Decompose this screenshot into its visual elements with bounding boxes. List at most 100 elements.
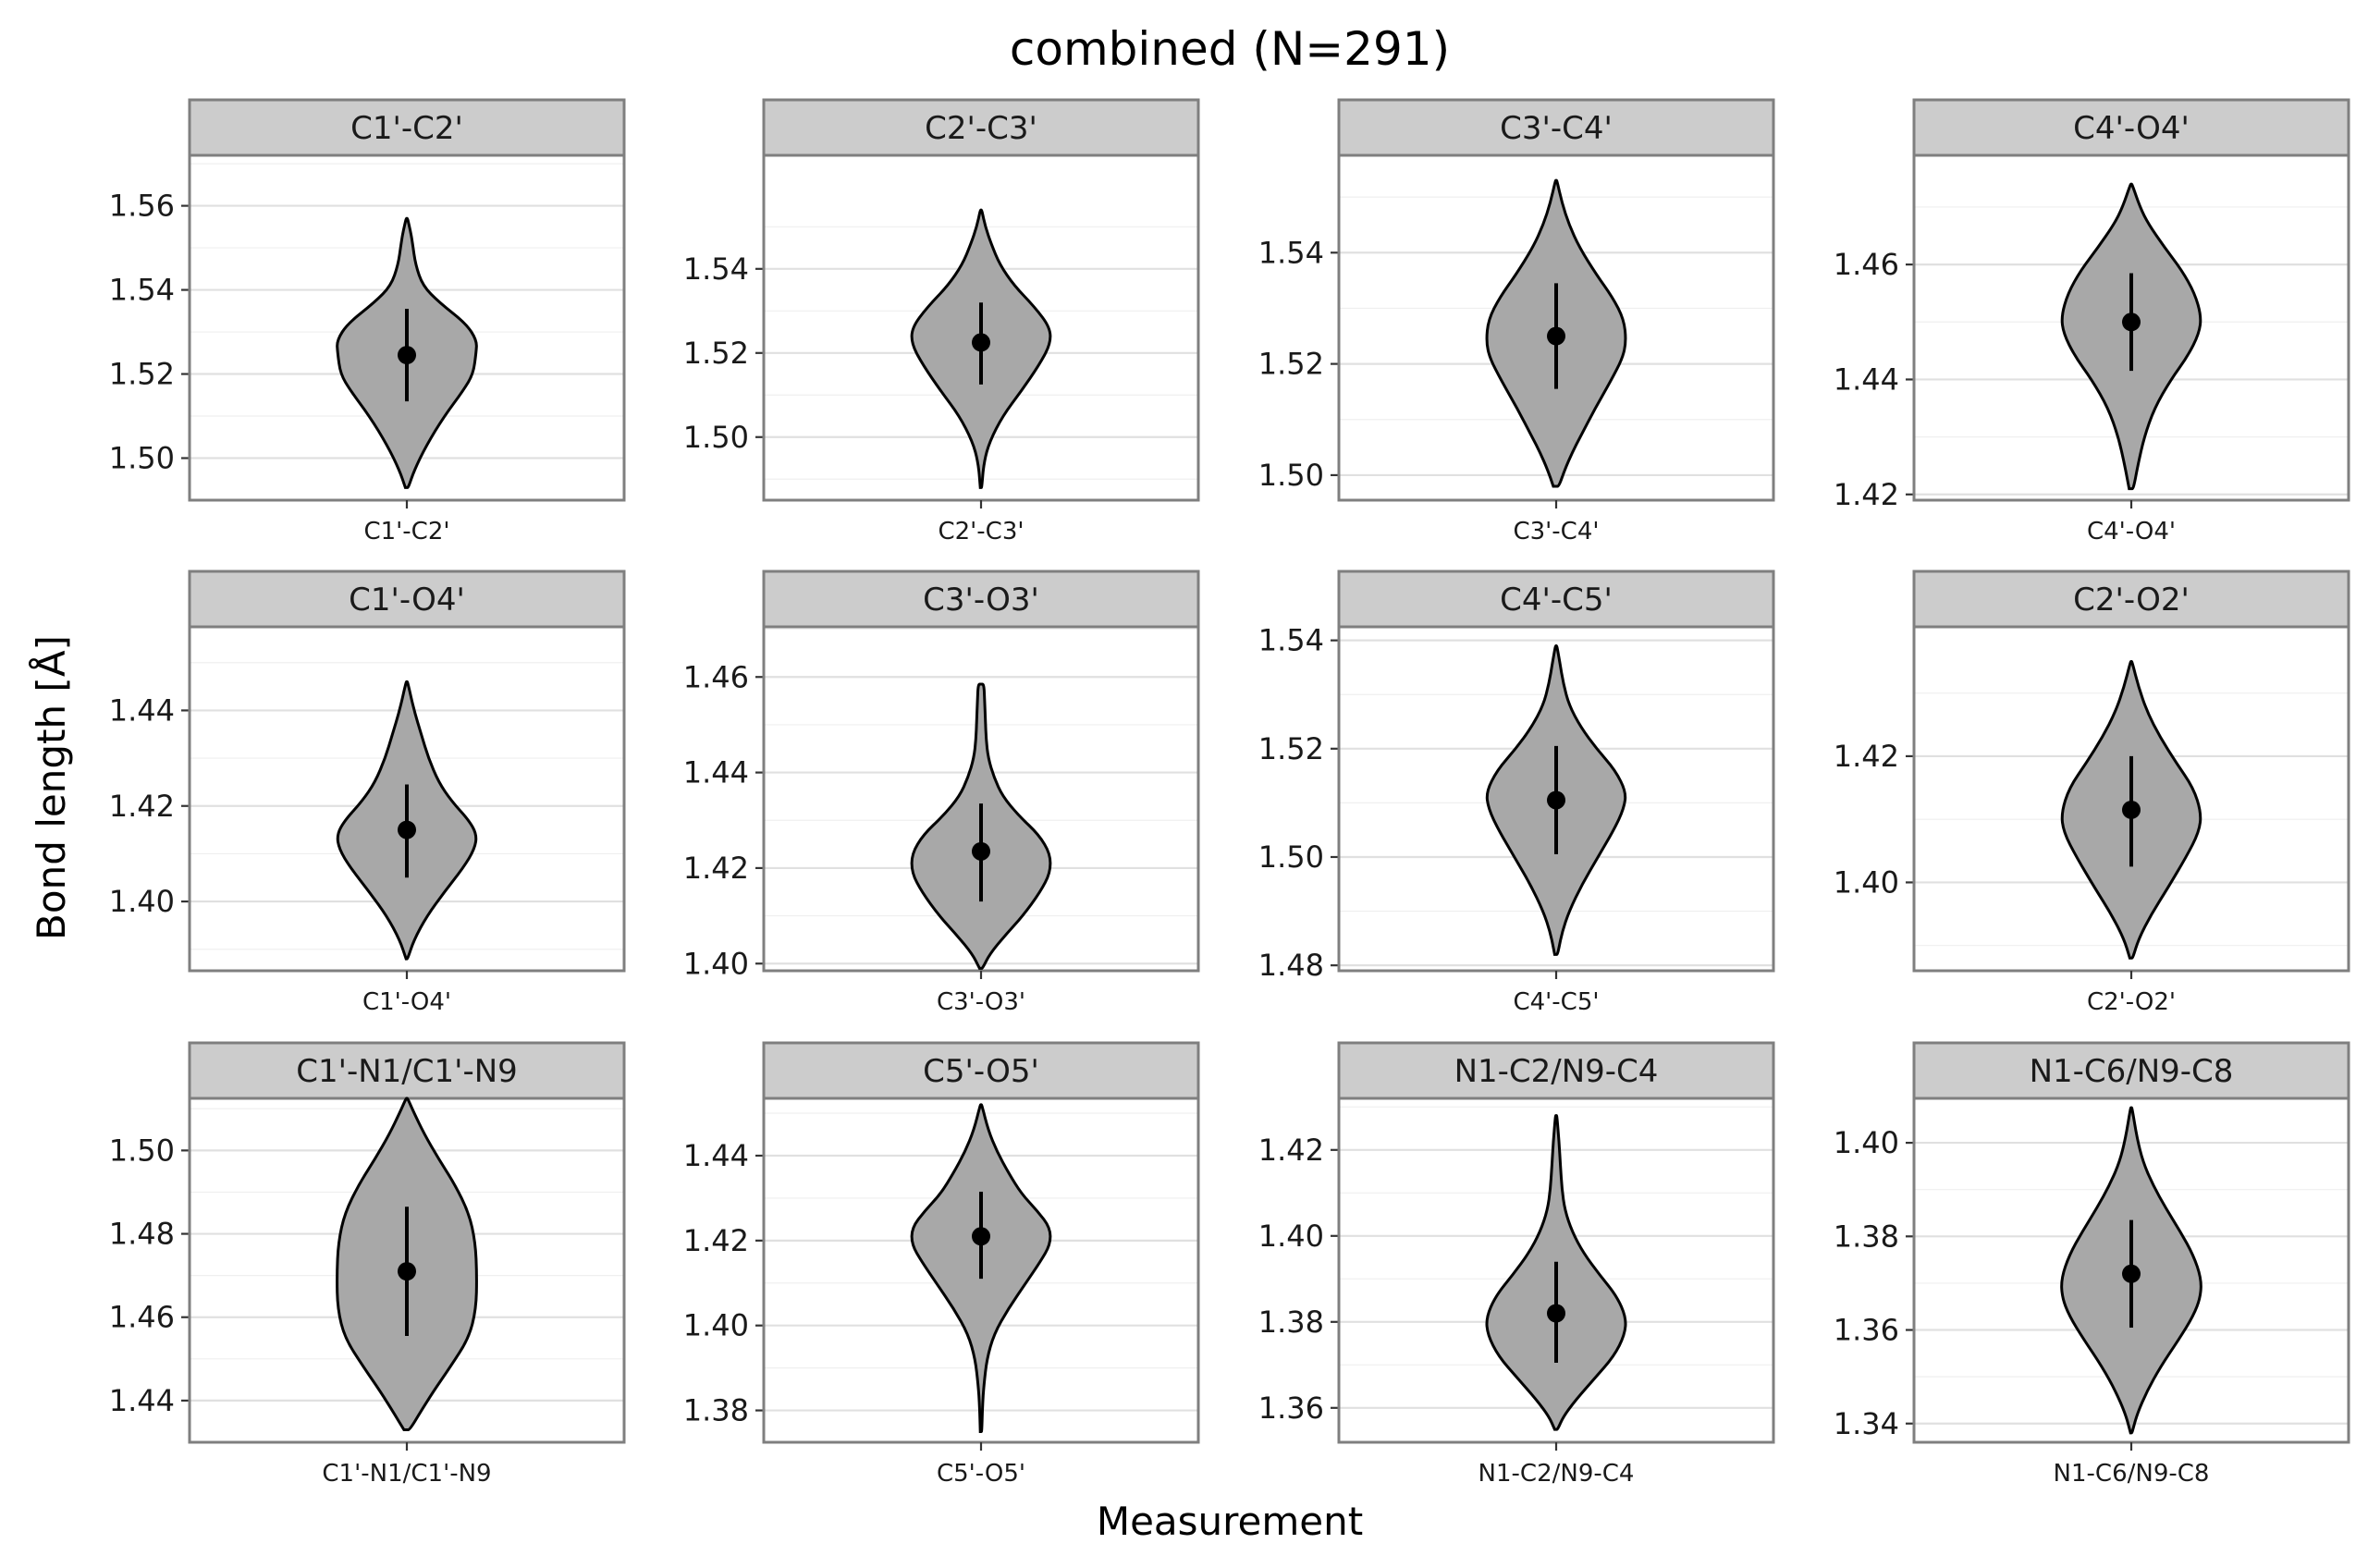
panel-9-xtick-label: C5'-O5'	[937, 1460, 1025, 1488]
panel-9-ytick-label: 1.38	[683, 1393, 749, 1428]
panel-0-ytick-label: 1.54	[109, 273, 175, 308]
panel-0-ytick-label: 1.56	[109, 189, 175, 224]
panel-3-ytick-label: 1.44	[1834, 361, 1899, 397]
panel-2: 1.50 1.52 1.54 C3'-C4' C3'-C4'	[1258, 98, 1775, 545]
panel-9-ytick-label: 1.44	[683, 1138, 749, 1173]
panel-7-mean-point	[2122, 800, 2141, 819]
panel-1-strip	[762, 98, 1200, 157]
panel-7-ytick-label: 1.42	[1834, 739, 1899, 774]
panel-9-ytick-label: 1.42	[683, 1223, 749, 1258]
panel-5-mean-point	[972, 841, 990, 861]
panel-6-ytick-label: 1.48	[1258, 948, 1324, 983]
panel-10-ytick-label: 1.42	[1258, 1133, 1324, 1168]
panel-5: 1.40 1.42 1.44 1.46 C3'-O3' C3'-O3'	[683, 570, 1200, 1016]
panel-8-strip	[188, 1041, 626, 1100]
panel-5-xtick-label: C3'-O3'	[937, 988, 1025, 1016]
panel-4-ytick-label: 1.42	[109, 789, 175, 824]
panel-3-mean-point	[2122, 312, 2141, 332]
panel-0-mean-point	[398, 346, 416, 365]
panel-2-mean-point	[1547, 326, 1565, 346]
panel-1-ytick-label: 1.52	[683, 336, 749, 371]
panel-7-strip-label: C2'-O2'	[2073, 582, 2190, 619]
panel-7: 1.40 1.42 C2'-O2' C2'-O2'	[1834, 570, 2350, 1016]
panel-1-xtick-label: C2'-C3'	[938, 518, 1024, 545]
panel-5-ytick-label: 1.40	[683, 946, 749, 981]
panel-1-mean-point	[972, 333, 990, 352]
panel-9-strip-label: C5'-O5'	[923, 1053, 1039, 1090]
panel-4-xtick-label: C1'-O4'	[362, 988, 451, 1016]
panel-9-strip	[762, 1041, 1200, 1100]
panel-8-ytick-label: 1.50	[109, 1133, 175, 1168]
panel-9-mean-point	[972, 1227, 990, 1246]
facet-panels: 1.501.521.541.56C1'-C2'C1'-C2'1.501.521.…	[109, 98, 2350, 1488]
panel-4: 1.40 1.42 1.44 C1'-O4' C1'-O4'	[109, 570, 626, 1016]
panel-7-ytick-label: 1.40	[1834, 864, 1899, 900]
panel-11-ytick-label: 1.36	[1834, 1313, 1899, 1348]
panel-2-ytick-label: 1.54	[1258, 235, 1324, 270]
panel-8: 1.44 1.46 1.48 1.50 C1'-N1/C1'-N9 C1'-N1/C1'-…	[109, 1041, 626, 1488]
panel-5-strip	[762, 570, 1200, 629]
panel-3-strip	[1912, 98, 2350, 157]
panel-2-strip	[1337, 98, 1775, 157]
panel-4-ytick-label: 1.44	[109, 692, 175, 728]
panel-1-ytick-label: 1.50	[683, 420, 749, 455]
panel-4-mean-point	[398, 820, 416, 839]
panel-10-ytick-label: 1.40	[1258, 1219, 1324, 1254]
y-axis-title: Bond length [Å]	[28, 635, 74, 940]
panel-8-ytick-label: 1.48	[109, 1217, 175, 1252]
panel-3: 1.42 1.44 1.46 C4'-O4' C4'-O4'	[1834, 98, 2350, 545]
panel-2-ytick-label: 1.52	[1258, 347, 1324, 382]
panel-3-ytick-label: 1.42	[1834, 477, 1899, 512]
panel-5-strip-label: C3'-O3'	[923, 582, 1039, 619]
panel-3-xtick-label: C4'-O4'	[2087, 518, 2176, 545]
panel-2-xtick-label: C3'-C4'	[1513, 518, 1599, 545]
panel-10-mean-point	[1547, 1304, 1565, 1323]
panel-11-ytick-label: 1.40	[1834, 1125, 1899, 1160]
panel-8-xtick-label: C1'-N1/C1'-N9	[322, 1460, 491, 1488]
panel-7-strip	[1912, 570, 2350, 629]
x-axis-title: Measurement	[1097, 1499, 1363, 1544]
panel-1-strip-label: C2'-C3'	[925, 110, 1037, 147]
panel-10-xtick-label: N1-C2/N9-C4	[1478, 1460, 1635, 1488]
panel-8-mean-point	[398, 1262, 416, 1281]
panel-11-xtick-label: N1-C6/N9-C8	[2054, 1460, 2210, 1488]
panel-5-ytick-label: 1.44	[683, 755, 749, 790]
panel-6-strip-label: C4'-C5'	[1500, 582, 1613, 619]
panel-4-strip-label: C1'-O4'	[349, 582, 465, 619]
panel-2-ytick-label: 1.50	[1258, 458, 1324, 493]
panel-2-strip-label: C3'-C4'	[1500, 110, 1613, 147]
panel-11: 1.34 1.36 1.38 1.40 N1-C6/N9-C8 N1-C6/N9-C8	[1834, 1041, 2350, 1488]
panel-4-strip	[188, 570, 626, 629]
panel-6-ytick-label: 1.52	[1258, 731, 1324, 766]
panel-9-ytick-label: 1.40	[683, 1308, 749, 1343]
panel-1-ytick-label: 1.54	[683, 251, 749, 287]
panel-0-xtick-label: C1'-C2'	[363, 518, 449, 545]
panel-11-mean-point	[2122, 1264, 2141, 1283]
panel-6-xtick-label: C4'-C5'	[1513, 988, 1599, 1016]
panel-6-mean-point	[1547, 790, 1565, 810]
panel-3-strip-label: C4'-O4'	[2073, 110, 2190, 147]
panel-0-strip-label: C1'-C2'	[350, 110, 463, 147]
panel-0: 1.50 1.52 1.54 1.56 C1'-C2' C1'-C2'	[109, 98, 626, 545]
panel-8-ytick-label: 1.46	[109, 1300, 175, 1335]
panel-0-ytick-label: 1.50	[109, 441, 175, 476]
panel-9: 1.38 1.40 1.42 1.44 C5'-O5' C5'-O5'	[683, 1041, 1200, 1488]
panel-5-ytick-label: 1.42	[683, 851, 749, 886]
panel-8-ytick-label: 1.44	[109, 1383, 175, 1418]
panel-11-ytick-label: 1.38	[1834, 1219, 1899, 1254]
panel-10-ytick-label: 1.36	[1258, 1390, 1324, 1426]
panel-6: 1.48 1.50 1.52 1.54 C4'-C5' C4'-C5'	[1258, 570, 1775, 1016]
panel-11-strip	[1912, 1041, 2350, 1100]
panel-3-ytick-label: 1.46	[1834, 247, 1899, 282]
panel-0-ytick-label: 1.52	[109, 357, 175, 392]
panel-10-strip	[1337, 1041, 1775, 1100]
panel-5-ytick-label: 1.46	[683, 659, 749, 694]
panel-7-xtick-label: C2'-O2'	[2087, 988, 2176, 1016]
panel-10: 1.36 1.38 1.40 1.42 N1-C2/N9-C4 N1-C2/N9-C4	[1258, 1041, 1775, 1488]
panel-6-ytick-label: 1.50	[1258, 839, 1324, 875]
panel-10-ytick-label: 1.38	[1258, 1305, 1324, 1340]
panel-11-strip-label: N1-C6/N9-C8	[2030, 1053, 2234, 1090]
chart-title: combined (N=291)	[1010, 22, 1450, 76]
panel-6-strip	[1337, 570, 1775, 629]
